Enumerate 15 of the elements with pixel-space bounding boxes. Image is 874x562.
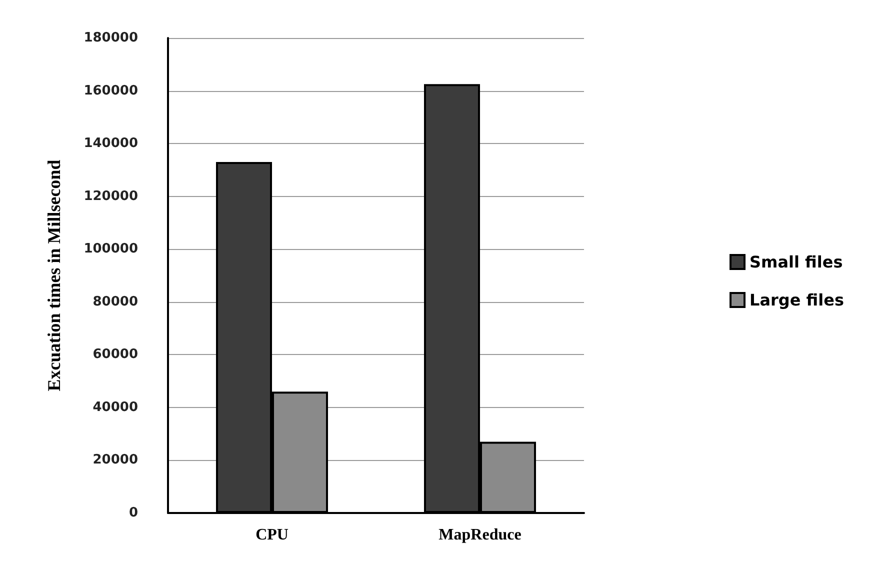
y-tick-label: 40000 xyxy=(92,400,138,415)
y-tick-label: 160000 xyxy=(84,83,138,98)
x-tick-label: MapReduce xyxy=(438,526,522,544)
y-tick-label: 20000 xyxy=(92,452,138,468)
y-tick-label: 80000 xyxy=(92,294,138,310)
y-tick-label: 120000 xyxy=(84,188,138,204)
y-tick-label: 100000 xyxy=(84,242,138,257)
y-tick-label: 0 xyxy=(128,506,138,520)
y-tick-label: 140000 xyxy=(84,136,138,152)
legend-label: Small files xyxy=(750,252,843,272)
x-tick-label: CPU xyxy=(256,526,289,544)
y-tick-label: 60000 xyxy=(92,347,138,362)
legend-label: Large files xyxy=(750,290,844,310)
y-tick-label: 180000 xyxy=(84,30,138,46)
y-axis-title: Excuation times in Millsecond xyxy=(44,160,64,392)
